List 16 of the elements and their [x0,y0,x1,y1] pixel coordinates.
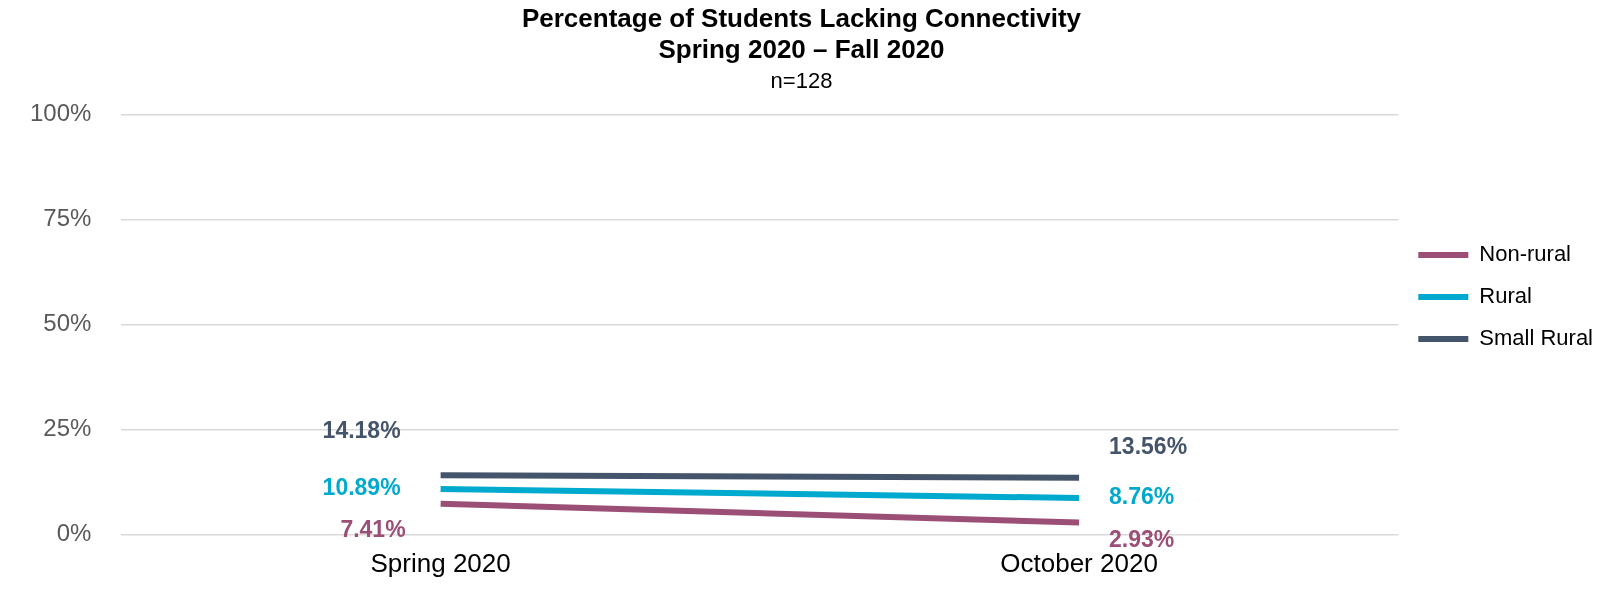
data-label: 7.41% [340,516,406,543]
y-tick-label: 75% [43,204,92,232]
data-label: 10.89% [322,474,401,501]
data-label: 8.76% [1109,483,1175,510]
y-tick-label: 100% [29,99,92,127]
chart-title: Percentage of Students Lacking Connectivity Spring 2020 – Fall 2020 [521,2,1082,64]
x-tick-label: Spring 2020 [370,547,511,578]
y-tick-label: 50% [43,309,92,337]
y-tick-label: 0% [56,519,92,547]
legend-label: Non-rural [1479,241,1572,267]
data-label: 13.56% [1109,433,1188,460]
legend-label: Rural [1479,283,1532,309]
chart-subtitle: n=128 [770,67,833,93]
legend-label: Small Rural [1479,325,1594,351]
y-tick-label: 25% [43,414,92,442]
data-label: 14.18% [322,416,401,443]
